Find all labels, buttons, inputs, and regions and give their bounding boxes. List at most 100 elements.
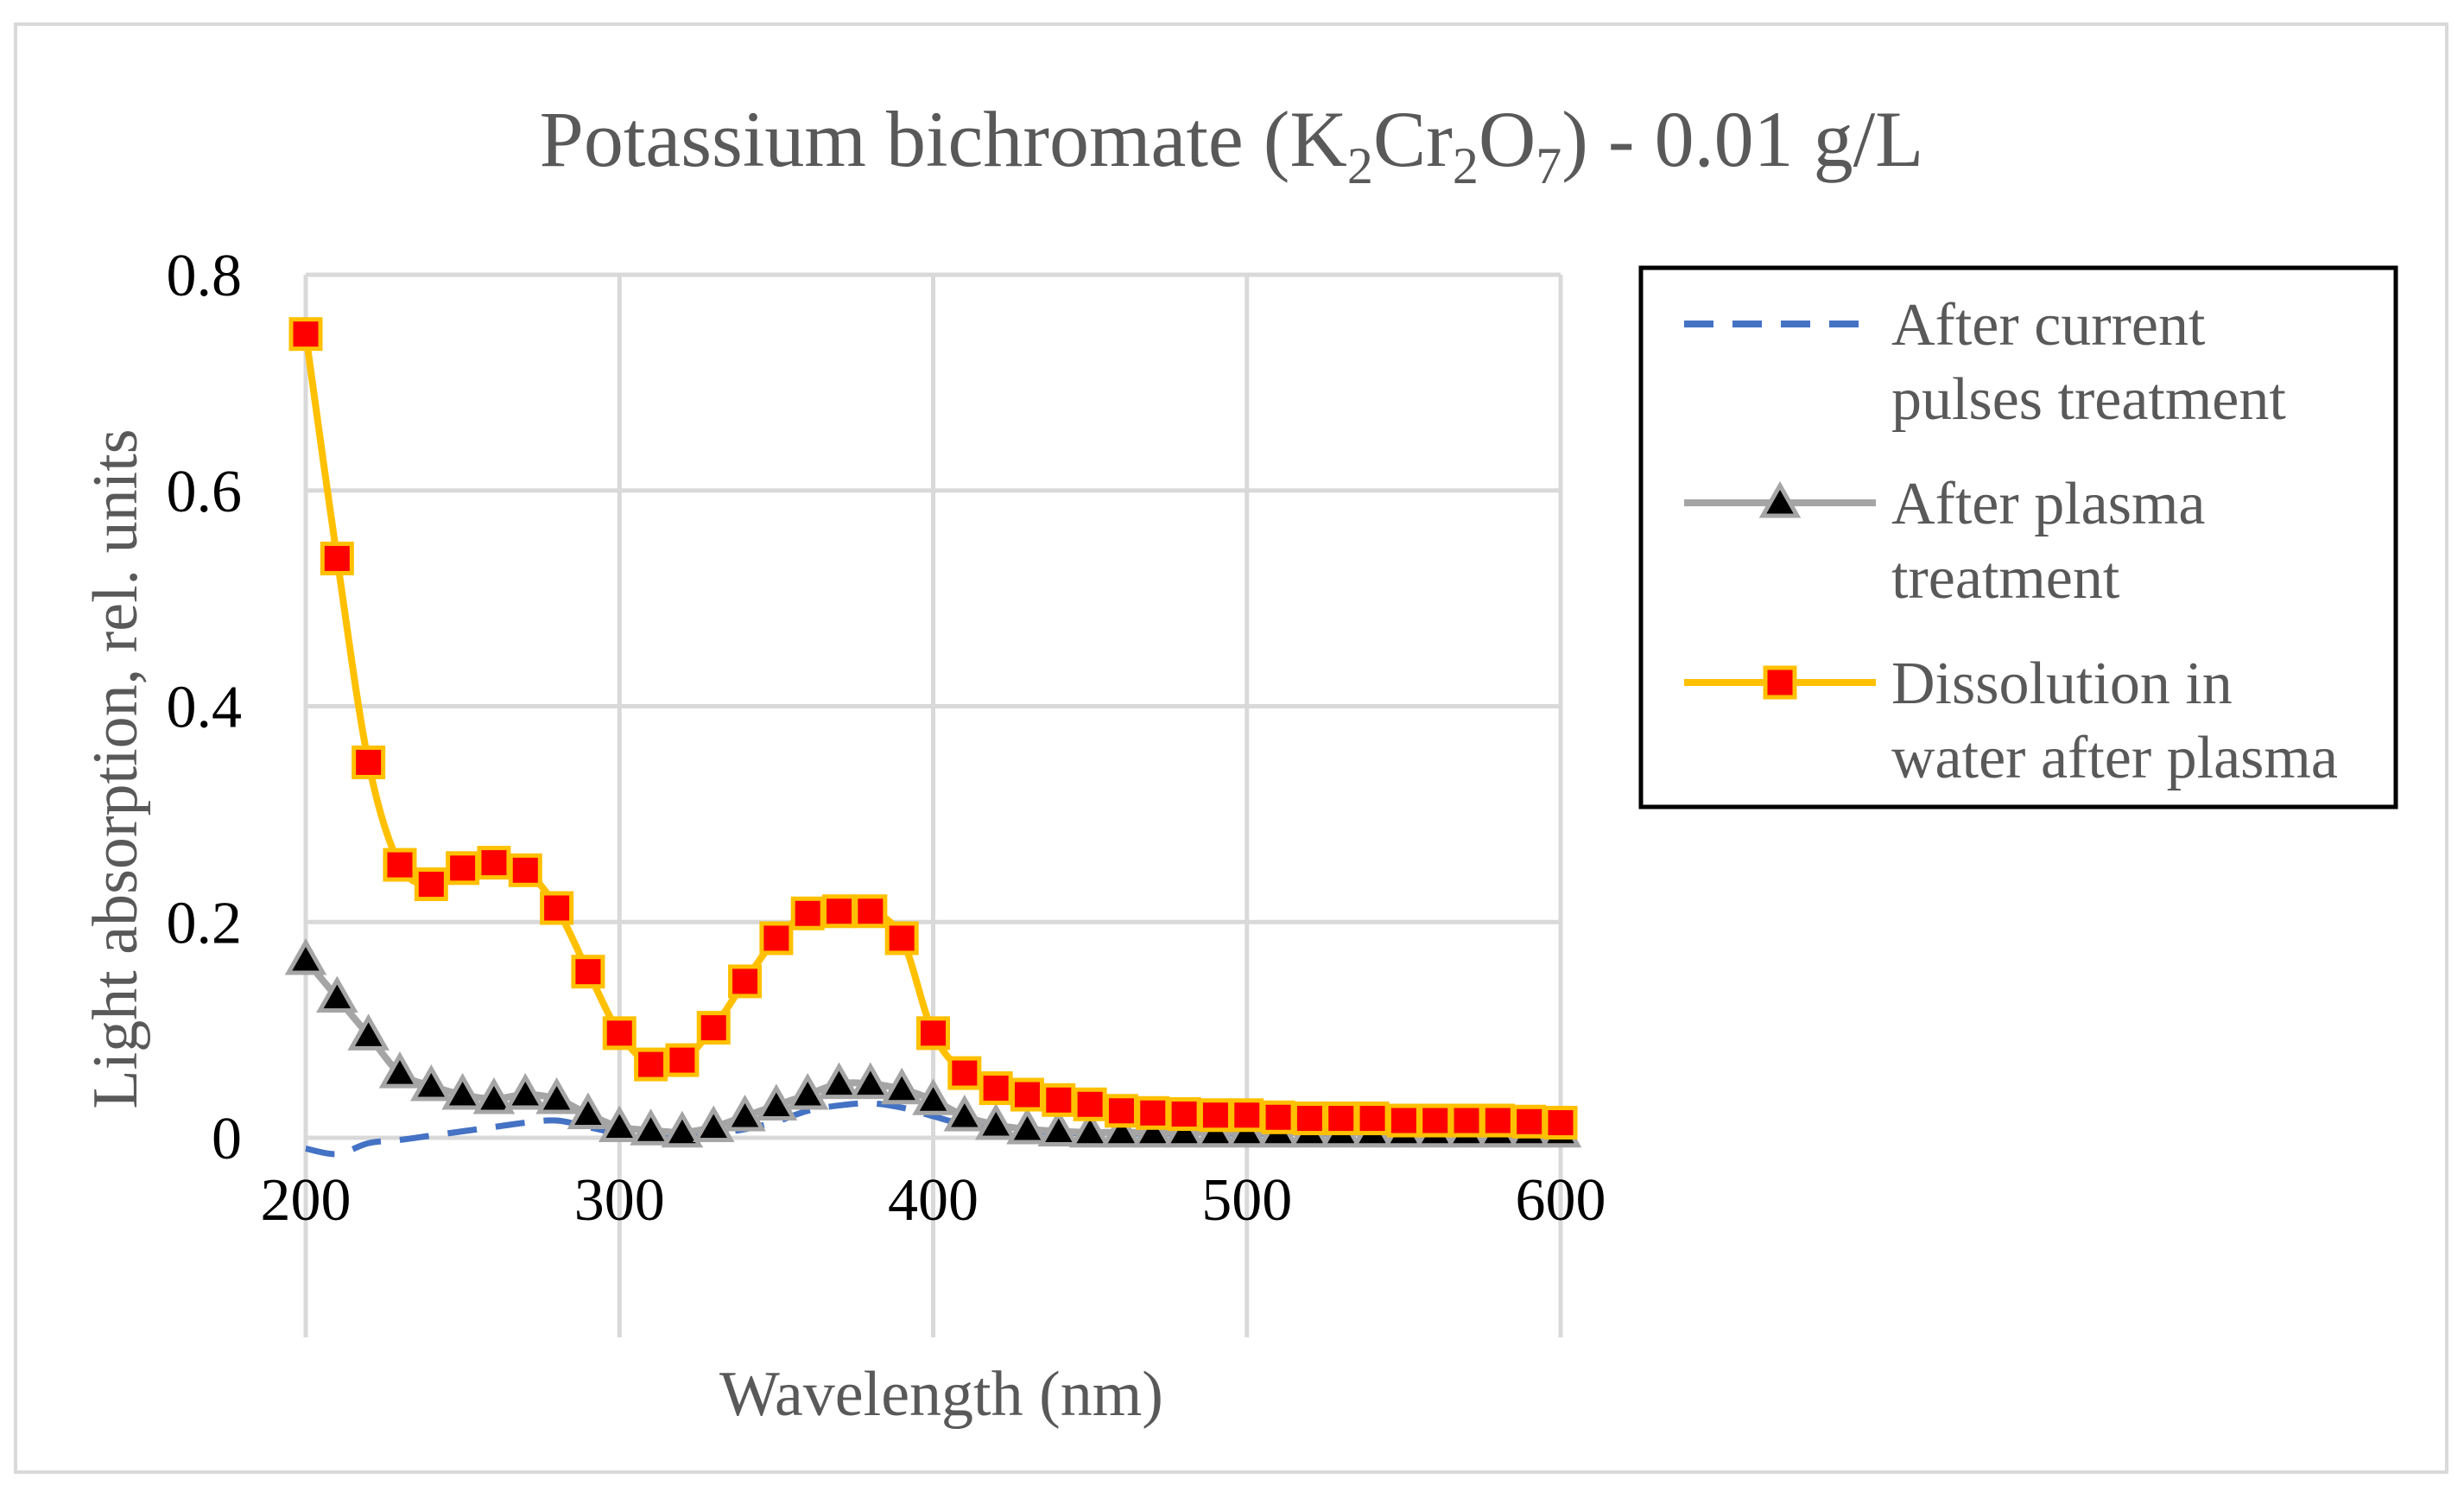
data-point: [598, 1105, 641, 1143]
data-point: [414, 867, 448, 902]
y-tick-label: 0.6: [167, 459, 243, 525]
legend-item: Dissolution in water after plasma: [1684, 651, 2338, 791]
data-point: [1763, 665, 1797, 700]
data-point: [912, 1078, 954, 1115]
data-point: [1543, 1106, 1578, 1140]
data-point: [692, 1105, 735, 1143]
data-point: [477, 846, 511, 880]
data-point: [1512, 1104, 1547, 1139]
data-point: [724, 1094, 766, 1132]
series-layer: [284, 317, 1582, 1158]
data-point: [884, 921, 919, 956]
data-point: [1292, 1102, 1327, 1136]
data-point: [409, 1064, 453, 1102]
legend-item: After plasma treatment: [1684, 471, 2205, 612]
data-point: [849, 1062, 892, 1100]
data-point: [916, 1016, 950, 1051]
data-point: [347, 1013, 390, 1051]
data-point: [1230, 1098, 1264, 1133]
data-point: [602, 1016, 637, 1051]
data-point: [441, 1073, 484, 1110]
data-point: [1131, 1110, 1175, 1148]
series-line: [305, 1100, 1561, 1158]
legend-label: After plasma: [1891, 471, 2205, 537]
data-point: [571, 955, 605, 989]
data-point: [1010, 1077, 1044, 1112]
data-point: [352, 745, 386, 779]
data-point: [943, 1094, 986, 1132]
data-point: [1037, 1109, 1080, 1147]
title-subscript: 7: [1536, 137, 1561, 194]
data-point: [979, 1071, 1013, 1106]
data-point: [1068, 1110, 1112, 1148]
data-point: [1449, 1103, 1484, 1138]
y-tick-label: 0: [212, 1106, 242, 1172]
legend-label: treatment: [1891, 545, 2120, 612]
title-subscript: 2: [1347, 137, 1373, 194]
y-tick-label: 0.2: [167, 890, 243, 956]
title-part: ) - 0.01 g/L: [1561, 95, 1923, 183]
data-point: [472, 1077, 516, 1114]
data-point: [1100, 1110, 1143, 1148]
data-point: [665, 1043, 700, 1077]
legend-box: [1638, 265, 2398, 809]
data-point: [320, 541, 354, 575]
data-point: [378, 1051, 421, 1089]
data-point: [1324, 1102, 1359, 1136]
data-point: [1136, 1095, 1170, 1130]
data-point: [728, 964, 763, 999]
legend-label: After current: [1891, 292, 2206, 359]
title-part: Potassium bichromate (K: [540, 95, 1347, 183]
data-point: [786, 1073, 829, 1110]
title-part: Cr: [1373, 95, 1453, 183]
series-1: [305, 1100, 1561, 1158]
data-point: [316, 975, 358, 1013]
data-point: [759, 921, 794, 956]
data-point: [1355, 1102, 1390, 1136]
x-tick-label: 400: [888, 1167, 979, 1234]
data-point: [755, 1083, 798, 1121]
legend-label: Dissolution in: [1891, 651, 2233, 717]
data-point: [1042, 1082, 1076, 1117]
data-point: [1104, 1094, 1138, 1128]
data-point: [535, 1077, 578, 1114]
x-tick-label: 300: [574, 1167, 665, 1234]
data-point: [288, 317, 323, 352]
legend: After current pulses treatment After plasm…: [1638, 265, 2398, 809]
data-point: [974, 1102, 1017, 1140]
data-point: [822, 894, 857, 929]
x-tick-label: 500: [1201, 1167, 1292, 1234]
data-point: [818, 1062, 860, 1100]
chart-title: Potassium bichromate (K2Cr2O7) - 0.01 g/…: [540, 95, 1924, 194]
data-point: [1386, 1103, 1421, 1138]
legend-label: pulses treatment: [1891, 366, 2286, 433]
legend-label: water after plasma: [1891, 725, 2338, 791]
data-point: [1418, 1103, 1453, 1138]
data-point: [696, 1011, 731, 1045]
data-point: [567, 1092, 610, 1130]
data-point: [1006, 1107, 1048, 1145]
data-point: [1261, 1100, 1295, 1134]
title-part: O: [1479, 95, 1536, 183]
gridlines: [303, 272, 1563, 1337]
series-3: [288, 317, 1578, 1140]
legend-item: After current pulses treatment: [1684, 292, 2286, 433]
data-point: [504, 1073, 547, 1110]
data-point: [1167, 1097, 1201, 1132]
x-tick-label: 200: [261, 1167, 352, 1234]
data-point: [853, 894, 888, 929]
data-point: [284, 937, 327, 975]
x-axis-title: Wavelength (nm): [719, 1359, 1163, 1430]
data-point: [947, 1056, 982, 1090]
data-point: [383, 848, 417, 882]
data-point: [880, 1067, 923, 1105]
y-tick-label: 0.4: [167, 675, 243, 741]
data-point: [790, 896, 825, 930]
data-point: [1073, 1087, 1107, 1121]
data-point: [1198, 1098, 1232, 1133]
data-point: [634, 1047, 668, 1082]
tick-labels: 0 0.2 0.4 0.6 0.8 200 300 400 500 600: [167, 243, 1606, 1234]
y-axis-title: Light absorption, rel. units: [80, 429, 151, 1108]
y-tick-label: 0.8: [167, 243, 243, 309]
